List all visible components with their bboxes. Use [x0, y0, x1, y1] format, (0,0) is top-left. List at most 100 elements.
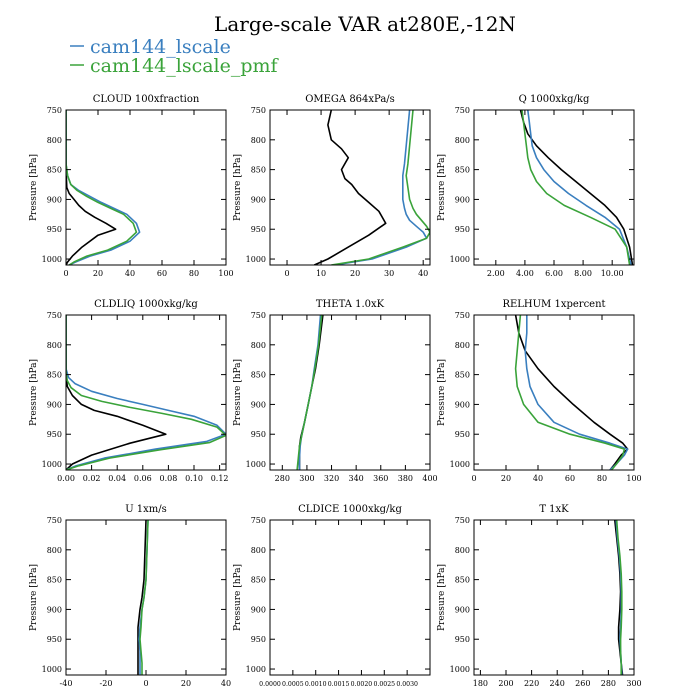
x-tick-label: 20 — [350, 269, 360, 278]
y-tick-label: 750 — [251, 311, 266, 320]
series-group — [137, 520, 149, 675]
y-tick-label: 800 — [455, 341, 470, 350]
legend-label: cam144_lscale — [90, 36, 231, 58]
series-line — [524, 315, 629, 470]
series-line — [521, 110, 631, 265]
series-line — [313, 110, 387, 265]
panel-title: OMEGA 864xPa/s — [305, 94, 395, 105]
series-line — [137, 520, 147, 675]
x-tick-label: 20 — [181, 679, 191, 688]
y-tick-label: 1000 — [246, 665, 266, 674]
y-tick-label: 1000 — [450, 255, 470, 264]
x-tick-label: 260 — [575, 679, 590, 688]
x-tick-label: 40 — [418, 269, 428, 278]
panel-title: T 1xK — [539, 504, 569, 515]
y-tick-label: 950 — [251, 635, 266, 644]
y-axis-label: Pressure [hPa] — [233, 154, 243, 221]
series-line — [519, 110, 634, 265]
series-group — [66, 315, 226, 470]
y-tick-label: 850 — [251, 371, 266, 380]
series-group — [514, 315, 629, 470]
x-tick-label: 30 — [384, 269, 394, 278]
y-tick-label: 750 — [47, 311, 62, 320]
y-tick-label: 850 — [455, 576, 470, 585]
legend-entry: cam144_lscale_pmf — [70, 55, 280, 77]
x-tick-label: 60 — [565, 474, 575, 483]
series-line — [615, 520, 623, 675]
series-group — [296, 315, 324, 470]
y-tick-label: 1000 — [246, 460, 266, 469]
y-tick-label: 1000 — [42, 460, 62, 469]
x-tick-label: 220 — [524, 679, 539, 688]
y-tick-label: 850 — [47, 371, 62, 380]
y-tick-label: 750 — [455, 516, 470, 525]
series-line — [514, 315, 626, 470]
y-tick-label: 900 — [455, 400, 470, 409]
y-tick-label: 850 — [47, 166, 62, 175]
y-tick-label: 800 — [251, 136, 266, 145]
x-tick-label: 100 — [218, 269, 233, 278]
x-tick-label: 320 — [324, 474, 339, 483]
x-tick-label: 0.0025 — [373, 681, 395, 688]
x-tick-label: 0.0015 — [328, 681, 350, 688]
x-tick-label: 0.02 — [83, 474, 101, 483]
x-tick-label: 0 — [471, 474, 476, 483]
plot-frame — [473, 109, 635, 266]
y-axis-label: Pressure [hPa] — [233, 359, 243, 426]
plot-frame — [269, 314, 431, 471]
x-tick-label: 280 — [601, 679, 616, 688]
y-tick-label: 800 — [251, 341, 266, 350]
x-tick-label: 0 — [143, 679, 148, 688]
x-tick-label: -20 — [100, 679, 113, 688]
y-axis-label: Pressure [hPa] — [29, 359, 39, 426]
y-tick-label: 800 — [455, 136, 470, 145]
y-tick-label: 800 — [455, 546, 470, 555]
x-tick-label: 0.0020 — [351, 681, 373, 688]
x-tick-label: 0.10 — [185, 474, 203, 483]
chart-panel: CLDLIQ 1000xkg/kg 750 800 850 900 950 1000 0.00… — [29, 299, 229, 483]
plot-frame — [269, 109, 431, 266]
x-tick-label: 240 — [550, 679, 565, 688]
y-tick-label: 900 — [47, 195, 62, 204]
x-tick-label: 0.08 — [159, 474, 177, 483]
y-tick-label: 800 — [47, 546, 62, 555]
plot-frame — [473, 519, 635, 676]
y-tick-label: 1000 — [246, 255, 266, 264]
x-tick-label: 100 — [626, 474, 641, 483]
series-line — [66, 315, 167, 470]
x-tick-label: 360 — [373, 474, 388, 483]
panel-title: U 1xm/s — [125, 504, 167, 515]
y-axis-label: Pressure [hPa] — [29, 564, 39, 631]
panel-title: CLOUD 100xfraction — [93, 94, 200, 105]
x-tick-label: 2.00 — [487, 269, 505, 278]
y-tick-label: 950 — [47, 225, 62, 234]
y-tick-label: 1000 — [42, 665, 62, 674]
series-line — [66, 110, 141, 265]
x-tick-label: 180 — [473, 679, 488, 688]
y-tick-label: 850 — [47, 576, 62, 585]
y-tick-label: 900 — [455, 605, 470, 614]
y-tick-label: 950 — [47, 635, 62, 644]
panel-title: THETA 1.0xK — [316, 299, 385, 310]
x-tick-label: 0.04 — [108, 474, 126, 483]
y-tick-label: 750 — [47, 516, 62, 525]
series-line — [66, 315, 226, 470]
y-tick-label: 950 — [455, 635, 470, 644]
y-tick-label: 1000 — [450, 460, 470, 469]
y-tick-label: 800 — [47, 341, 62, 350]
x-tick-label: 40 — [533, 474, 543, 483]
y-tick-label: 800 — [47, 136, 62, 145]
chart-panel: Q 1000xkg/kg 750 800 850 900 950 1000 2.00 4.00 6… — [437, 94, 635, 278]
y-tick-label: 950 — [47, 430, 62, 439]
y-tick-label: 850 — [455, 371, 470, 380]
y-axis-label: Pressure [hPa] — [437, 359, 447, 426]
x-tick-label: 0.0000 — [259, 681, 281, 688]
series-group — [313, 110, 430, 265]
x-tick-label: 40 — [221, 679, 231, 688]
